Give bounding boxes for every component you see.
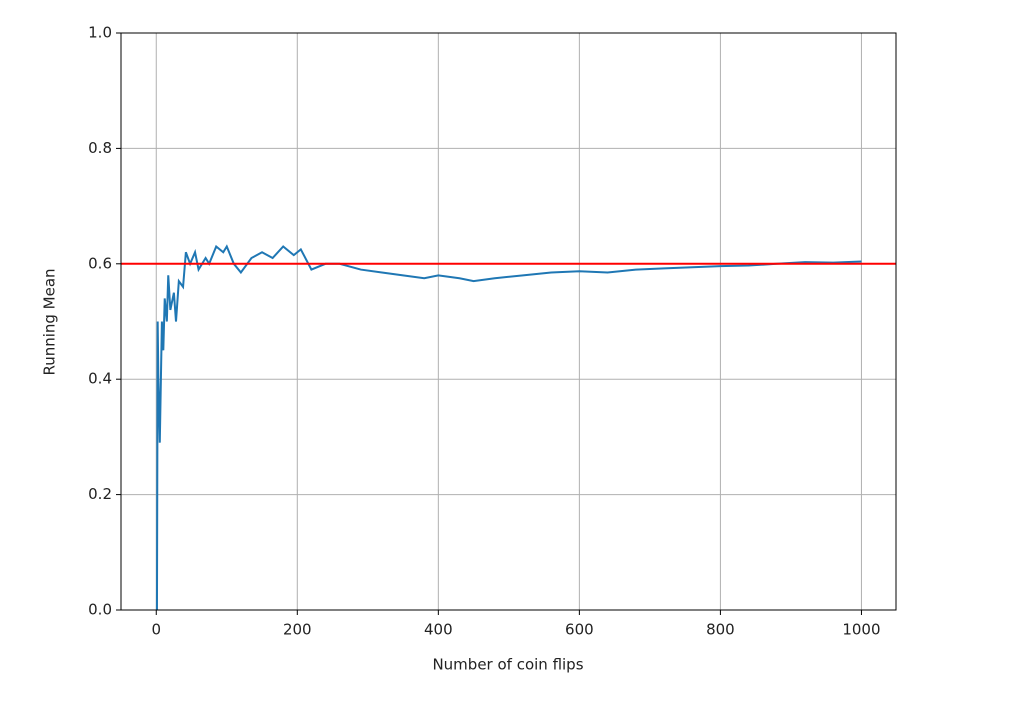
x-tick-label: 800 <box>706 621 735 639</box>
y-axis-label: Running Mean <box>41 268 59 375</box>
x-tick-label: 600 <box>565 621 594 639</box>
y-tick-label: 0.4 <box>88 370 112 388</box>
x-tick-label: 200 <box>283 621 312 639</box>
y-tick-label: 0.8 <box>88 139 112 157</box>
y-tick-label: 0.2 <box>88 485 112 503</box>
y-tick-label: 1.0 <box>88 24 112 42</box>
plot-frame <box>120 32 897 611</box>
x-tick-label: 1000 <box>842 621 880 639</box>
x-axis-label: Number of coin flips <box>432 656 583 674</box>
y-tick-label: 0.0 <box>88 601 112 619</box>
x-tick-label: 0 <box>151 621 161 639</box>
data-line <box>155 244 862 611</box>
y-tick-label: 0.6 <box>88 254 112 272</box>
x-tick-label: 400 <box>424 621 453 639</box>
